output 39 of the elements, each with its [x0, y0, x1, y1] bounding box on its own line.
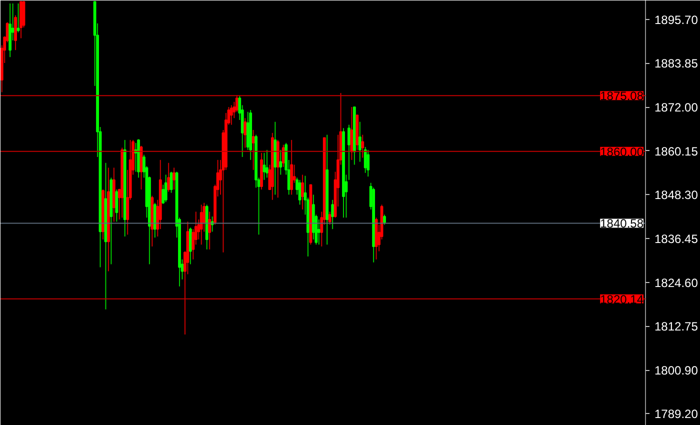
candlestick: [266, 149, 268, 178]
candlestick: [317, 218, 320, 246]
candlestick: [279, 149, 282, 176]
candlestick: [16, 2, 20, 33]
candlestick: [14, 14, 17, 51]
y-tick-label: 1789.20: [654, 406, 698, 421]
candlestick: [164, 174, 168, 203]
candlestick: [301, 174, 304, 210]
candlestick: [172, 167, 176, 190]
candlestick: [230, 104, 233, 126]
y-tick-label: 1836.45: [654, 232, 698, 246]
ref-line-label: 1875.08: [600, 89, 644, 104]
y-tick-label: 1800.90: [654, 364, 698, 378]
candlestick: [348, 124, 350, 180]
y-tick-label: 1895.70: [654, 12, 698, 27]
y-tick-label: 1883.85: [654, 56, 698, 71]
y-tick-label: 1848.30: [654, 188, 698, 202]
candlestick: [244, 118, 247, 148]
y-tick-label: 1824.60: [654, 276, 698, 290]
ref-line-label: 1860.00: [600, 144, 644, 159]
candlestick: [366, 149, 370, 178]
candlestick: [350, 106, 354, 160]
candlestick: [328, 211, 332, 226]
candlestick: [167, 162, 170, 192]
candlestick: [252, 129, 255, 170]
candlestick: [188, 227, 192, 265]
y-tick-label: 1860.15: [654, 144, 698, 158]
candlestick: [115, 189, 118, 222]
candlestick: [208, 211, 212, 250]
candlestick: [361, 134, 364, 158]
ref-line-label: 1820.14: [600, 292, 644, 306]
candlestick: [383, 214, 386, 226]
candlestick: [331, 199, 334, 230]
candlestick: [262, 152, 266, 180]
y-tick-label: 1872.00: [654, 100, 698, 115]
ref-line-label: 1840.58: [600, 216, 644, 231]
y-tick-label: 1812.75: [654, 320, 698, 334]
candlestick: [170, 171, 173, 194]
candlestick: [358, 121, 362, 162]
